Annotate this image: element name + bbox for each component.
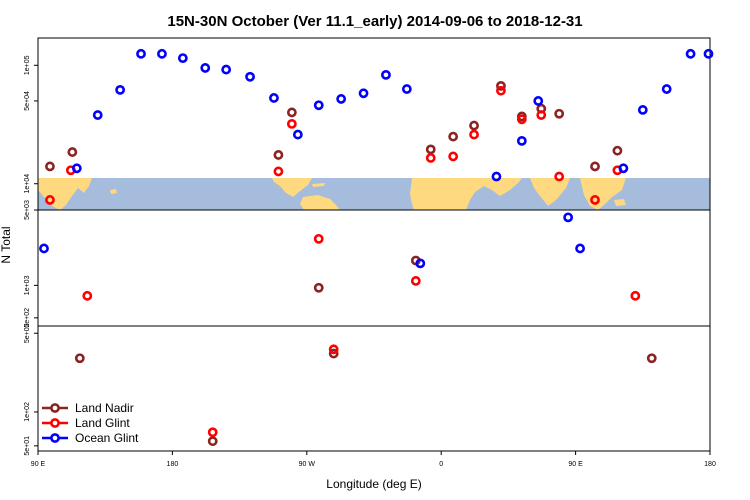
data-point xyxy=(554,171,565,182)
x-tick-label: 90 W xyxy=(299,461,316,468)
y-tick-label: 5e+02 xyxy=(24,308,31,328)
data-point xyxy=(612,145,623,156)
data-point xyxy=(313,233,324,244)
data-point xyxy=(157,48,167,59)
data-point xyxy=(703,48,714,59)
data-point xyxy=(410,276,421,286)
data-point xyxy=(401,84,412,94)
data-point xyxy=(286,107,297,118)
data-point xyxy=(71,163,82,174)
data-point xyxy=(292,129,303,140)
data-point xyxy=(637,105,648,115)
data-point xyxy=(448,151,459,162)
data-point xyxy=(74,353,85,364)
data-point xyxy=(115,84,126,95)
data-point xyxy=(575,243,585,254)
data-point xyxy=(425,153,436,163)
axes: 90 E 180 90 W 0 90 E 180 1e+04 5e+04 1e+05 5e+02 1… xyxy=(24,55,716,468)
data-point xyxy=(273,150,284,160)
data-point xyxy=(516,135,527,146)
data-point xyxy=(313,282,324,293)
data-point xyxy=(286,118,297,129)
data-point xyxy=(554,108,565,119)
legend-marker xyxy=(50,433,60,443)
x-tick-label: 90 E xyxy=(568,461,583,468)
data-point xyxy=(336,94,347,104)
y-tick-label: 5e+04 xyxy=(24,91,31,111)
data-point xyxy=(313,100,324,111)
data-point xyxy=(661,84,672,94)
y-tick-label: 1e+05 xyxy=(24,55,31,75)
data-point xyxy=(328,344,339,355)
data-point xyxy=(92,110,103,120)
data-point xyxy=(82,290,93,301)
y-tick-label: 5e+03 xyxy=(24,200,31,220)
legend-marker xyxy=(50,403,60,413)
data-point xyxy=(646,353,657,364)
legend-label: Ocean Glint xyxy=(75,431,139,445)
data-point xyxy=(207,436,218,447)
x-tick-label: 180 xyxy=(167,461,179,468)
data-point xyxy=(67,147,78,157)
data-point xyxy=(448,131,459,142)
y-tick-label: 1e+03 xyxy=(24,275,31,295)
data-point xyxy=(469,129,479,140)
data-point xyxy=(415,258,426,269)
data-point xyxy=(590,195,600,205)
data-point xyxy=(516,114,527,125)
data-points xyxy=(39,48,714,447)
y-tick-label: 5e+01 xyxy=(24,436,31,456)
data-point xyxy=(328,348,339,359)
x-tick-label: 90 E xyxy=(31,461,46,468)
data-point xyxy=(269,93,279,103)
legend-label: Land Nadir xyxy=(75,401,134,415)
data-point xyxy=(358,88,369,99)
data-point xyxy=(469,120,479,131)
series-land-nadir xyxy=(45,80,657,447)
data-point xyxy=(563,212,574,223)
legend-marker xyxy=(50,418,60,428)
series-land-glint xyxy=(45,85,641,438)
series-ocean-glint xyxy=(39,48,714,269)
data-point xyxy=(39,243,49,254)
data-point xyxy=(685,48,696,59)
data-point xyxy=(381,69,391,80)
data-point xyxy=(491,171,502,182)
data-point xyxy=(590,161,600,172)
x-tick-label: 180 xyxy=(704,461,716,468)
data-point xyxy=(273,166,284,177)
x-axis-label: Longitude (deg E) xyxy=(326,477,421,491)
x-tick-label: 0 xyxy=(439,461,443,468)
plot-frame xyxy=(37,37,711,452)
data-point xyxy=(425,144,436,155)
y-tick-label: 1e+04 xyxy=(24,174,31,194)
data-point xyxy=(136,48,146,59)
legend-item: Ocean Glint xyxy=(42,431,139,445)
legend-item: Land Glint xyxy=(42,416,130,430)
data-point xyxy=(618,163,629,174)
data-point xyxy=(45,195,55,205)
chart-title: 15N-30N October (Ver 11.1_early) 2014-09… xyxy=(167,13,582,30)
data-point xyxy=(200,63,211,73)
data-point xyxy=(496,80,506,91)
data-point xyxy=(177,53,188,64)
world-map-strip xyxy=(38,178,710,210)
y-axis-label: N Total xyxy=(0,226,13,263)
data-point xyxy=(207,427,218,438)
data-point xyxy=(533,96,544,106)
data-point xyxy=(496,85,506,96)
y-tick-label: 1e+02 xyxy=(24,402,31,422)
y-tick-label: 5e+02 xyxy=(24,323,31,343)
data-point xyxy=(221,64,232,75)
legend-label: Land Glint xyxy=(75,416,130,430)
data-point xyxy=(630,290,641,301)
data-point xyxy=(245,71,255,82)
data-point xyxy=(536,110,547,120)
data-point xyxy=(45,161,55,172)
legend-item: Land Nadir xyxy=(42,401,134,415)
